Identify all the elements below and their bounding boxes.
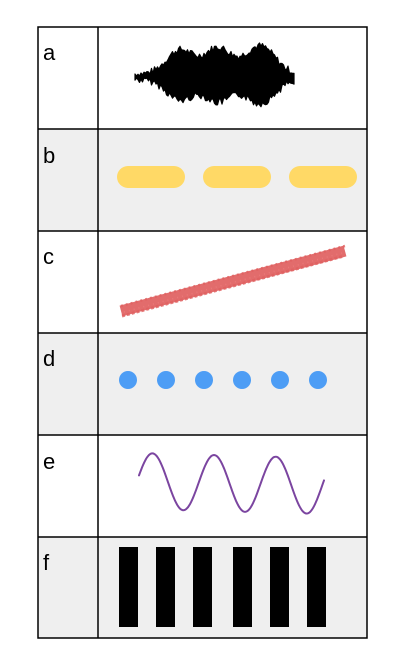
row-a-label: a — [43, 40, 56, 65]
dot-5 — [271, 371, 289, 389]
dash-2 — [203, 166, 271, 188]
row-e: e — [38, 435, 367, 537]
dash-1 — [117, 166, 185, 188]
row-d: d — [38, 333, 367, 435]
audio-waveform-icon — [134, 42, 295, 108]
dotted-line-icon — [119, 371, 327, 389]
dash-3 — [289, 166, 357, 188]
bar-5 — [270, 547, 289, 627]
row-f: f — [38, 537, 367, 638]
dashed-line-icon — [117, 166, 357, 188]
bar-2 — [156, 547, 175, 627]
bar-3 — [193, 547, 212, 627]
row-b-label: b — [43, 143, 55, 168]
dot-1 — [119, 371, 137, 389]
row-e-label: e — [43, 449, 55, 474]
row-c-background — [38, 231, 367, 333]
row-d-label: d — [43, 346, 55, 371]
row-e-background — [38, 435, 367, 537]
sine-wave-icon — [138, 452, 325, 515]
bar-6 — [307, 547, 326, 627]
bar-1 — [119, 547, 138, 627]
vertical-bars-icon — [119, 547, 326, 627]
row-c-label: c — [43, 244, 54, 269]
row-b: b — [38, 129, 367, 231]
bar-4 — [233, 547, 252, 627]
row-f-label: f — [43, 550, 50, 575]
crayon-stroke-icon — [119, 244, 347, 318]
row-c: c — [38, 231, 367, 333]
row-a: a — [38, 27, 367, 129]
dot-2 — [157, 371, 175, 389]
dot-4 — [233, 371, 251, 389]
table-grid-lines — [37, 26, 368, 639]
dot-6 — [309, 371, 327, 389]
dot-3 — [195, 371, 213, 389]
